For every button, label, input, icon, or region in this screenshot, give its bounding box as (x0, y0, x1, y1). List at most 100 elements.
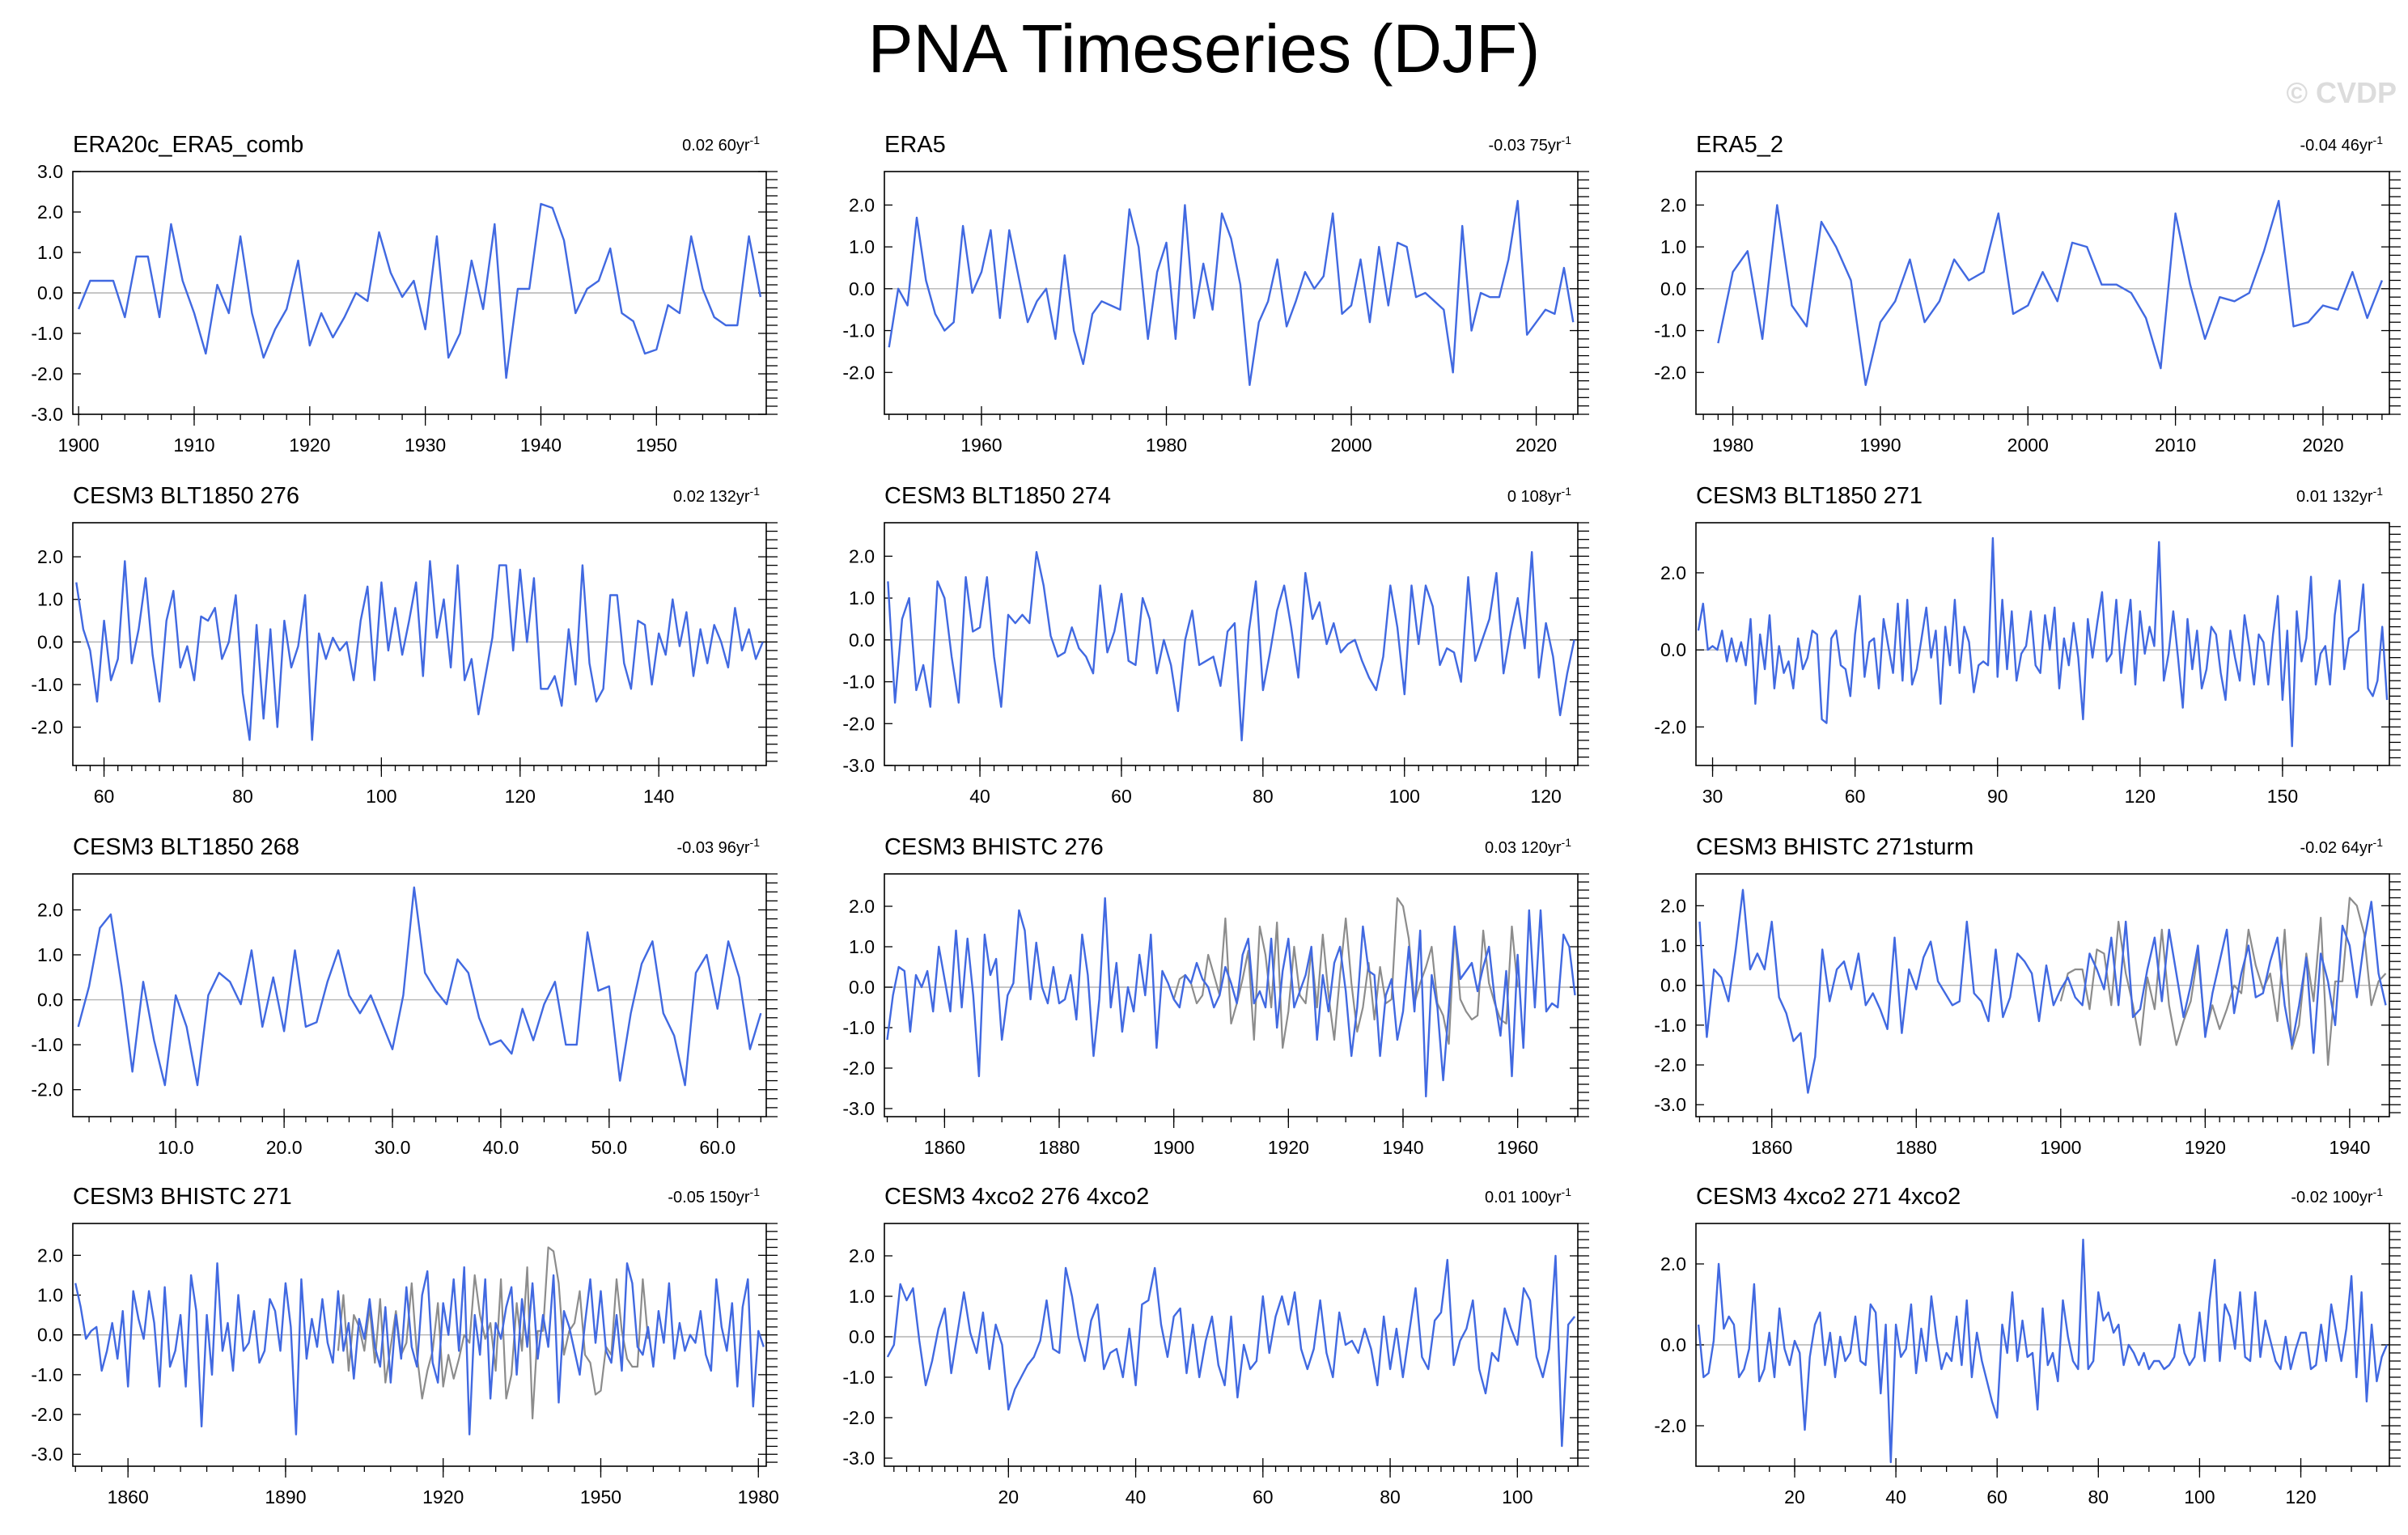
trend-label: -0.04 46yr-1 (2300, 134, 2383, 155)
trend-value: -0.03 96yr (676, 839, 749, 857)
y-tick-label: 2.0 (849, 1245, 875, 1266)
trend-label: 0.01 100yr-1 (1485, 1185, 1571, 1206)
x-tick-label: 30 (1702, 786, 1723, 807)
x-tick-label: 60 (1986, 1486, 2007, 1507)
y-tick-label: -3.0 (842, 1448, 875, 1469)
trend-value: 0.02 132yr (673, 488, 750, 506)
x-tick-label: 80 (1380, 1486, 1401, 1507)
page-title: PNA Timeseries (DJF) (867, 11, 1541, 87)
trend-value: -0.03 75yr (1488, 137, 1561, 155)
x-tick-label: 80 (232, 786, 253, 807)
x-tick-label: 50.0 (591, 1137, 627, 1158)
panel-title: CESM3 BLT1850 268 (73, 834, 299, 860)
y-tick-label: 0.0 (37, 990, 63, 1011)
model-series-line (1697, 1238, 2389, 1464)
y-tick-label: -3.0 (31, 1444, 63, 1465)
trend-label: -0.05 150yr-1 (668, 1185, 760, 1206)
trend-exponent: -1 (1562, 485, 1572, 498)
y-tick-label: 2.0 (1660, 895, 1686, 916)
y-tick-label: 1.0 (849, 936, 875, 957)
trend-label: 0.03 120yr-1 (1485, 836, 1571, 857)
x-tick-label: 1890 (265, 1486, 306, 1507)
plot-frame (884, 873, 1579, 1117)
chart-panel-8: CESM3 BHISTC 276 0.03 120yr-1 -3.0 -2.0 -1.0… (842, 834, 1589, 1158)
y-tick-label: -2.0 (31, 1079, 63, 1100)
y-tick-label: -2.0 (1654, 1415, 1686, 1436)
chart-panel-9: CESM3 BHISTC 271sturm -0.02 64yr-1 -3.0 -2.… (1654, 834, 2401, 1158)
y-tick-label: 2.0 (37, 899, 63, 920)
y-tick-label: 0.0 (1660, 639, 1686, 660)
x-tick-label: 100 (366, 786, 396, 807)
x-tick-label: 140 (643, 786, 674, 807)
x-tick-label: 120 (2125, 786, 2156, 807)
y-tick-label: 0.0 (849, 278, 875, 299)
x-tick-label: 2020 (1516, 435, 1557, 456)
y-tick-label: -1.0 (31, 1034, 63, 1055)
trend-exponent: -1 (2373, 485, 2384, 498)
plot-frame (1695, 1223, 2390, 1467)
trend-value: 0.03 120yr (1485, 839, 1562, 857)
model-series-line (77, 202, 762, 380)
y-tick-label: 2.0 (37, 546, 63, 567)
y-tick-label: -2.0 (842, 1407, 875, 1428)
trend-label: -0.03 75yr-1 (1488, 134, 1571, 155)
y-tick-label: -1.0 (1654, 320, 1686, 341)
y-tick-label: 2.0 (849, 896, 875, 917)
plot-frame (72, 522, 767, 766)
trend-value: 0.01 100yr (1485, 1189, 1562, 1206)
plot-frame (72, 873, 767, 1117)
model-series-line (1697, 536, 2389, 748)
x-tick-label: 2000 (2007, 435, 2049, 456)
x-tick-label: 1940 (2329, 1137, 2370, 1158)
trend-exponent: -1 (750, 836, 761, 849)
x-tick-label: 10.0 (158, 1137, 194, 1158)
y-tick-label: 2.0 (849, 545, 875, 566)
x-tick-label: 60 (94, 786, 115, 807)
x-tick-label: 1860 (1751, 1137, 1792, 1158)
trend-label: -0.02 64yr-1 (2300, 836, 2383, 857)
y-tick-label: -3.0 (31, 404, 63, 425)
x-tick-label: 1900 (2040, 1137, 2081, 1158)
y-tick-label: 1.0 (849, 236, 875, 257)
panel-title: CESM3 BLT1850 274 (884, 483, 1111, 509)
x-tick-label: 60.0 (699, 1137, 736, 1158)
model-series-line (1698, 888, 2387, 1094)
x-tick-label: 40 (969, 786, 990, 807)
x-tick-label: 1960 (1497, 1137, 1538, 1158)
model-series-line (74, 1261, 765, 1435)
model-series-line (77, 886, 762, 1087)
panel-title: CESM3 BLT1850 276 (73, 483, 299, 509)
panel-title: CESM3 BHISTC 276 (884, 834, 1104, 860)
y-tick-label: 2.0 (849, 194, 875, 215)
trend-exponent: -1 (1562, 836, 1572, 849)
observed-series-line (1172, 897, 1519, 1049)
panel-title: CESM3 4xco2 271 4xco2 (1696, 1184, 1961, 1210)
y-tick-label: 0.0 (37, 1325, 63, 1346)
trend-label: 0.01 132yr-1 (2296, 485, 2383, 506)
y-tick-label: 1.0 (37, 589, 63, 610)
x-tick-label: 1920 (289, 435, 330, 456)
x-tick-label: 20.0 (266, 1137, 303, 1158)
y-tick-label: -2.0 (842, 362, 875, 383)
x-tick-label: 1950 (580, 1486, 621, 1507)
y-tick-label: -1.0 (31, 674, 63, 695)
x-tick-label: 120 (1530, 786, 1561, 807)
panel-title: CESM3 BHISTC 271 (73, 1184, 292, 1210)
x-tick-label: 1990 (1859, 435, 1901, 456)
x-tick-label: 2020 (2302, 435, 2343, 456)
y-tick-label: -3.0 (842, 755, 875, 776)
x-tick-label: 1920 (2185, 1137, 2226, 1158)
x-tick-label: 60 (1111, 786, 1132, 807)
x-tick-label: 150 (2267, 786, 2298, 807)
panel-title: ERA5 (884, 132, 946, 158)
x-tick-label: 1950 (636, 435, 677, 456)
y-tick-label: 3.0 (37, 161, 63, 182)
y-tick-label: 2.0 (37, 201, 63, 223)
trend-exponent: -1 (2373, 134, 2384, 146)
y-tick-label: -1.0 (31, 323, 63, 344)
model-series-line (886, 897, 1576, 1098)
chart-panel-5: CESM3 BLT1850 274 0 108yr-1 -3.0 -2.0 -1.0 0.… (842, 483, 1589, 807)
panel-title: ERA20c_ERA5_comb (73, 132, 303, 158)
y-tick-label: 0.0 (849, 1326, 875, 1347)
y-tick-label: -3.0 (842, 1098, 875, 1119)
